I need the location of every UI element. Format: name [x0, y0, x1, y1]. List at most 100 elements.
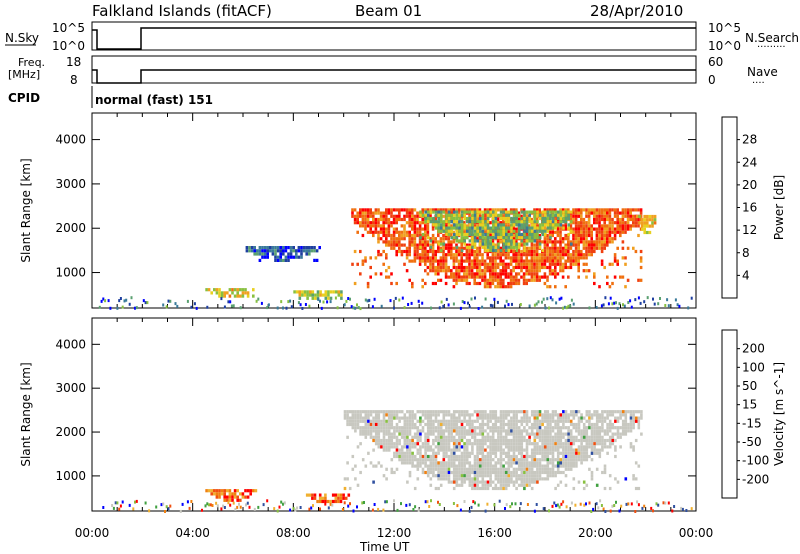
- data-cell: [434, 416, 438, 420]
- data-cell: [229, 503, 232, 507]
- data-cell: [372, 221, 375, 225]
- data-cell: [600, 237, 604, 241]
- data-cell: [533, 208, 536, 212]
- data-cell: [468, 256, 471, 260]
- data-cell: [640, 432, 643, 436]
- data-cell: [434, 458, 438, 462]
- data-cell: [486, 269, 489, 273]
- data-cell: [556, 432, 560, 436]
- data-cell: [577, 262, 580, 266]
- data-cell: [318, 246, 321, 250]
- data-cell: [452, 502, 455, 505]
- data-cell: [413, 432, 417, 436]
- data-cell: [442, 226, 446, 230]
- data-cell: [447, 223, 451, 227]
- data-cell: [481, 483, 485, 487]
- data-cell: [608, 214, 612, 218]
- data-cell: [394, 296, 397, 300]
- data-cell: [458, 216, 461, 221]
- data-cell: [535, 302, 538, 306]
- data-cell: [505, 232, 508, 237]
- data-cell: [486, 256, 489, 260]
- data-cell: [637, 503, 640, 507]
- data-cell: [541, 432, 544, 436]
- data-cell: [496, 275, 500, 279]
- data-cell: [486, 419, 490, 423]
- data-cell: [549, 445, 552, 449]
- data-cell: [499, 248, 503, 253]
- data-cell: [512, 239, 516, 243]
- data-cell: [452, 275, 456, 279]
- data-cell: [439, 461, 443, 465]
- data-cell: [421, 278, 424, 282]
- data-cell: [483, 217, 487, 222]
- data-cell: [489, 245, 492, 249]
- data-cell: [411, 435, 414, 439]
- data-cell: [600, 262, 604, 266]
- data-cell: [681, 507, 684, 511]
- data-cell: [627, 410, 630, 414]
- data-cell: [517, 281, 521, 286]
- data-cell: [598, 429, 602, 433]
- data-cell: [616, 429, 620, 433]
- colorbar-tick-label: -100: [742, 454, 769, 468]
- data-cell: [390, 221, 393, 225]
- data-cell: [300, 246, 303, 250]
- data-cell: [494, 262, 497, 266]
- data-cell: [179, 509, 182, 513]
- data-cell: [165, 505, 168, 509]
- data-cell: [489, 221, 492, 225]
- data-cell: [442, 262, 445, 266]
- data-cell: [442, 208, 445, 212]
- data-cell: [512, 442, 516, 446]
- data-cell: [457, 246, 461, 250]
- data-cell: [316, 293, 320, 297]
- data-cell: [215, 501, 218, 505]
- data-cell: [437, 451, 440, 455]
- data-cell: [351, 419, 355, 423]
- data-cell: [559, 435, 563, 439]
- data-cell: [522, 262, 526, 266]
- data-cell: [458, 426, 461, 430]
- data-cell: [421, 237, 424, 241]
- data-cell: [210, 489, 213, 493]
- data-cell: [598, 237, 601, 241]
- data-cell: [567, 445, 570, 449]
- data-cell: [236, 288, 239, 292]
- data-cell: [481, 445, 485, 449]
- data-cell: [507, 480, 511, 484]
- data-cell: [387, 221, 391, 225]
- data-cell: [416, 217, 419, 222]
- data-cell: [603, 246, 606, 250]
- data-cell: [421, 461, 425, 465]
- data-cell: [476, 232, 479, 237]
- data-cell: [418, 227, 422, 231]
- data-cell: [486, 470, 490, 475]
- data-cell: [551, 461, 555, 465]
- data-cell: [351, 422, 355, 427]
- data-cell: [494, 248, 498, 253]
- data-cell: [447, 410, 451, 414]
- data-cell: [544, 213, 547, 217]
- data-cell: [476, 451, 479, 455]
- data-cell: [411, 419, 414, 423]
- colorbar-tick-label: -15: [742, 416, 762, 430]
- data-cell: [525, 474, 529, 478]
- data-cell: [452, 208, 456, 212]
- data-cell: [551, 470, 555, 475]
- data-cell: [491, 458, 495, 462]
- data-cell: [408, 458, 412, 462]
- data-cell: [559, 265, 562, 270]
- data-cell: [572, 233, 575, 238]
- data-cell: [554, 208, 557, 212]
- data-cell: [556, 240, 560, 244]
- data-cell: [582, 217, 586, 222]
- data-cell: [481, 232, 485, 237]
- data-cell: [303, 290, 307, 294]
- data-cell: [520, 483, 524, 487]
- data-cell: [403, 419, 407, 423]
- data-cell: [447, 448, 451, 452]
- data-cell: [673, 505, 676, 508]
- data-cell: [518, 220, 521, 224]
- data-cell: [266, 306, 269, 310]
